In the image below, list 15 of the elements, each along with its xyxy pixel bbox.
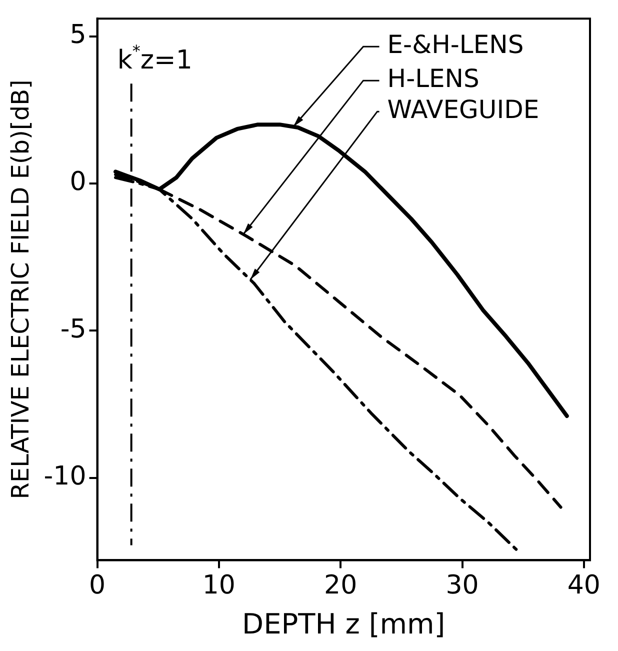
y-tick-label: 5 bbox=[70, 20, 86, 50]
y-tick-label: 0 bbox=[70, 167, 86, 198]
text: E-&H-LENS bbox=[387, 30, 524, 60]
y-axis-title: RELATIVE ELECTRIC FIELD E(b)[dB] bbox=[6, 80, 35, 500]
text: WAVEGUIDE bbox=[387, 95, 540, 124]
x-tick-label: 0 bbox=[88, 570, 106, 601]
x-tick-label: 10 bbox=[202, 570, 236, 601]
x-tick-label: 40 bbox=[567, 570, 600, 601]
x-axis-title: DEPTH z [mm] bbox=[242, 607, 446, 640]
text: H-LENS bbox=[387, 64, 480, 94]
x-tick-label: 30 bbox=[446, 570, 479, 601]
y-tick-label: -5 bbox=[60, 314, 86, 344]
annotation: k*z=1 bbox=[117, 42, 192, 76]
x-tick-label: 20 bbox=[324, 570, 358, 601]
y-tick-label: -10 bbox=[44, 462, 86, 492]
